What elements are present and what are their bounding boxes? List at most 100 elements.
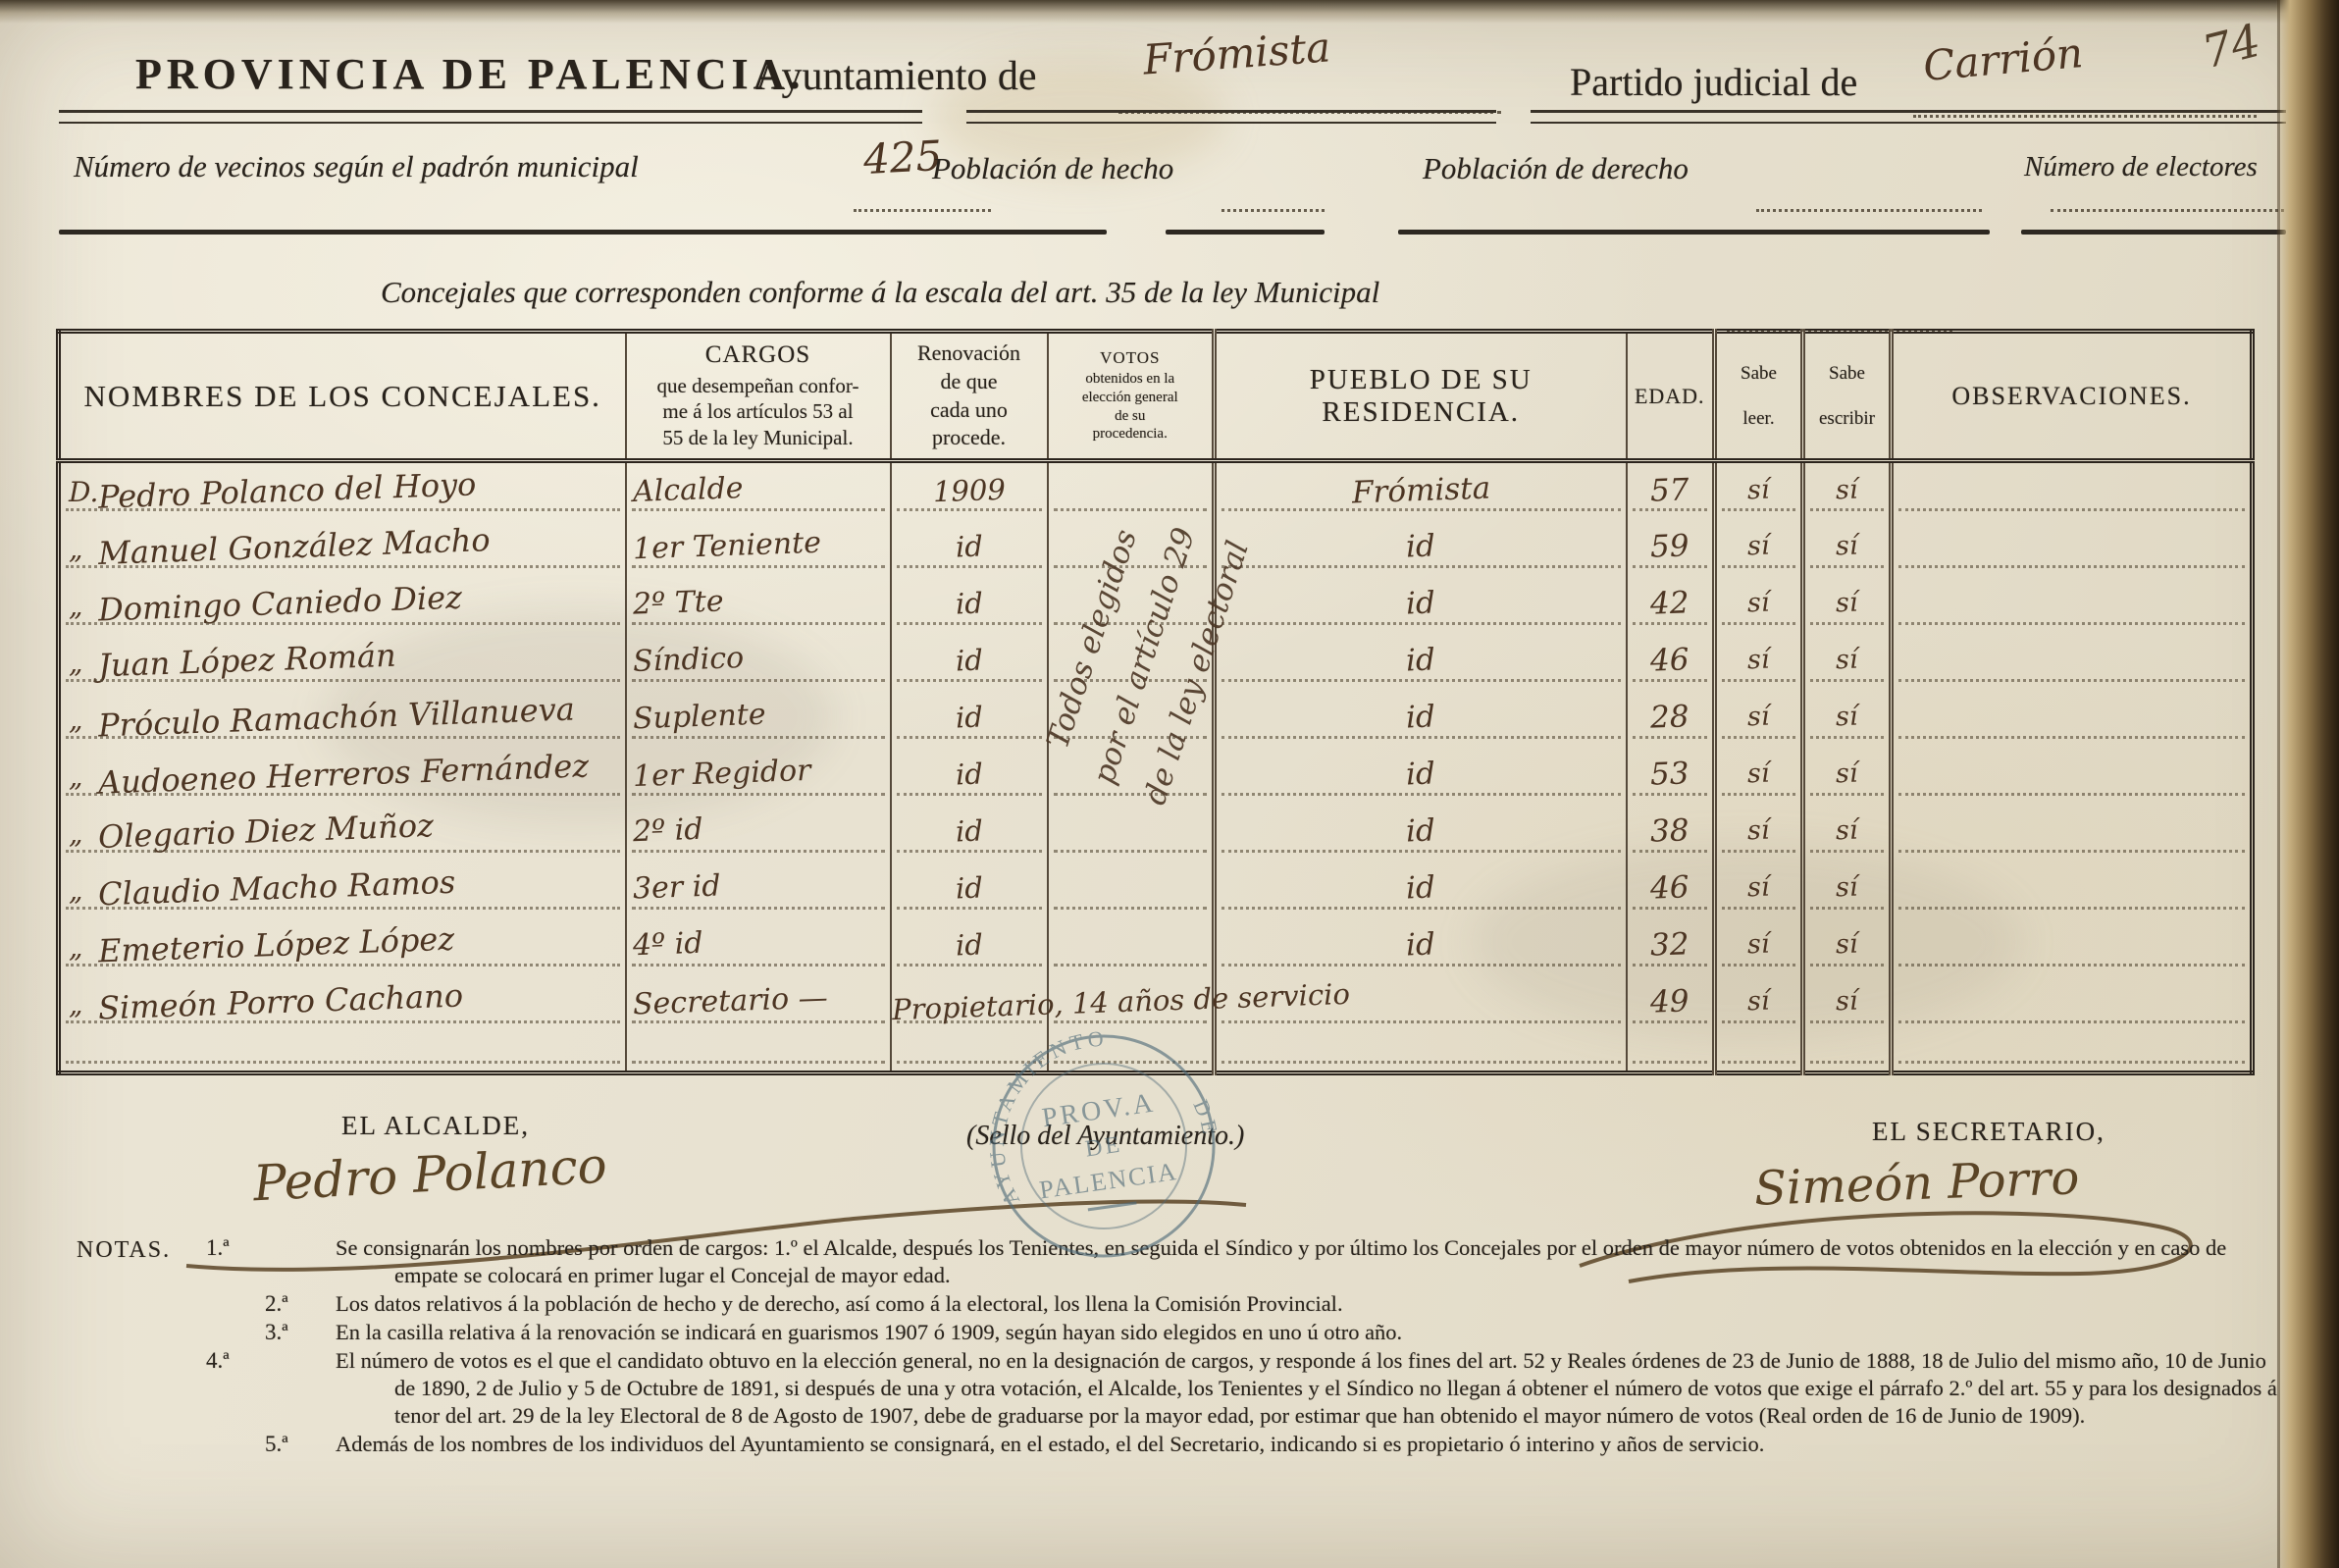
row-prefix: „ — [69, 759, 83, 793]
edad-value: 53 — [1649, 755, 1690, 793]
pueblo-value: id — [1405, 584, 1436, 622]
row-prefix: „ — [69, 589, 83, 622]
councilmen-table: NOMBRES DE LOS CONCEJALES. CARGOS que de… — [56, 329, 2255, 1075]
electores-label: Número de electores — [2024, 151, 2258, 183]
councilman-name: Pedro Polanco del Hoyo — [97, 465, 477, 516]
poblacion-derecho-label: Población de derecho — [1423, 151, 1689, 185]
renovacion-value: id — [954, 927, 984, 962]
note-item: 2.ª Los datos relativos á la población d… — [69, 1290, 2291, 1318]
scan-top-edge — [0, 0, 2339, 24]
observaciones-cell — [1889, 745, 2253, 803]
cargo-value: Suplente — [631, 697, 766, 737]
observaciones-cell — [1889, 972, 2253, 1030]
observaciones-cell — [1889, 859, 2253, 916]
note-text: Se consignarán los nombres por orden de … — [336, 1235, 2227, 1287]
row-prefix: „ — [69, 873, 83, 907]
edad-value: 49 — [1649, 982, 1690, 1020]
stamp-ring-text-de: DE — [1187, 1095, 1223, 1140]
partido-dotted-line — [1913, 98, 2257, 118]
vecinos-handwritten-value: 425 — [861, 131, 944, 184]
sabe-leer-value: sí — [1746, 474, 1771, 506]
sabe-escribir-value: sí — [1835, 758, 1859, 790]
note-item: 1.ª Se consignarán los nombres por orden… — [69, 1234, 2291, 1289]
pueblo-value: id — [1405, 868, 1436, 907]
observaciones-cell — [1889, 688, 2253, 746]
thick-rule — [59, 230, 1107, 235]
edad-value: 38 — [1649, 811, 1690, 850]
pueblo-value: id — [1405, 641, 1436, 679]
sabe-leer-value: sí — [1746, 985, 1771, 1018]
votos-cell — [1046, 915, 1215, 973]
svg-text:DE: DE — [1187, 1095, 1223, 1140]
cargo-value: Secretario — — [631, 980, 828, 1022]
double-rule — [966, 110, 1496, 124]
cargo-value: Síndico — [631, 641, 745, 679]
row-prefix: „ — [69, 646, 83, 679]
observaciones-cell — [1889, 802, 2253, 860]
note-item: 3.ª En la casilla relativa á la renovaci… — [69, 1319, 2291, 1346]
councilman-name: Audoeneo Herreros Fernández — [97, 746, 590, 802]
ayuntamiento-handwritten-value: Frómista — [1141, 23, 1332, 84]
councilman-name: Olegario Diez Muñoz — [97, 806, 435, 856]
votos-cell — [1046, 802, 1215, 860]
row-prefix: „ — [69, 703, 83, 736]
electores-dotted-line — [2051, 192, 2284, 212]
note-text: El número de votos es el que el candidat… — [336, 1348, 2277, 1428]
thick-rule — [2021, 230, 2286, 235]
votos-cell — [1046, 517, 1215, 575]
renovacion-value: 1909 — [932, 472, 1006, 509]
table-row-secretario: „ Simeón Porro Cachano Secretario — Propi… — [59, 972, 2253, 1030]
cargo-value: Alcalde — [631, 471, 744, 510]
edad-value: 46 — [1649, 868, 1690, 907]
sabe-leer-value: sí — [1746, 701, 1771, 733]
vecinos-dotted-line — [854, 192, 991, 212]
row-prefix: D. — [69, 475, 99, 508]
table-row: „ Audoeneo Herreros Fernández 1er Regidor… — [59, 745, 2253, 803]
empty-table-row — [59, 1029, 2253, 1073]
votos-cell — [1046, 574, 1215, 632]
table-row: „ Próculo Ramachón Villanueva Suplente id… — [59, 688, 2253, 746]
table-row: „ Emeterio López López 4º id id id 32 sí … — [59, 915, 2253, 973]
councilman-name: Claudio Macho Ramos — [97, 862, 456, 913]
col-header-observaciones: OBSERVACIONES. — [1889, 331, 2253, 463]
col-header-sabe-leer: Sabe leer. — [1712, 331, 1803, 463]
renovacion-value: id — [954, 700, 984, 734]
sabe-leer-value: sí — [1746, 814, 1771, 847]
cargo-value: 1er Teniente — [631, 525, 822, 567]
edad-value: 32 — [1649, 925, 1690, 964]
sabe-leer-value: sí — [1746, 587, 1771, 619]
votos-cell — [1046, 972, 1215, 1030]
pueblo-value: id — [1405, 527, 1436, 565]
partido-handwritten-value: Carrión — [1921, 27, 2085, 91]
sabe-escribir-value: sí — [1835, 701, 1859, 733]
votos-cell — [1046, 460, 1215, 518]
table-row: „ Manuel González Macho 1er Teniente id i… — [59, 517, 2253, 575]
row-prefix: „ — [69, 930, 83, 964]
secretario-signature: Simeón Porro — [1753, 1150, 2081, 1217]
col-header-edad: EDAD. — [1625, 331, 1715, 463]
observaciones-cell — [1889, 460, 2253, 518]
note-text: Los datos relativos á la población de he… — [336, 1291, 1343, 1316]
renovacion-value: id — [954, 870, 984, 905]
alcalde-label: EL ALCALDE, — [341, 1111, 530, 1140]
stamp-caption: (Sello del Ayuntamiento.) — [966, 1121, 1245, 1151]
poblacion-hecho-dotted-line — [1221, 192, 1325, 212]
sabe-escribir-value: sí — [1835, 474, 1859, 506]
votos-cell — [1046, 688, 1215, 746]
cargo-value: 1er Regidor — [631, 753, 811, 795]
note-item: 4.ª El número de votos es el que el cand… — [69, 1347, 2291, 1430]
double-rule — [1531, 110, 2286, 124]
sabe-escribir-value: sí — [1835, 985, 1859, 1018]
book-spine-edge — [2276, 0, 2339, 1568]
note-item: 5.ª Además de los nombres de los individ… — [69, 1431, 2291, 1458]
pueblo-value: id — [1405, 925, 1436, 964]
councilman-name: Emeterio López López — [97, 919, 455, 969]
pueblo-value: id — [1405, 811, 1436, 850]
edad-value: 46 — [1649, 641, 1690, 679]
table-row: „ Claudio Macho Ramos 3er id id id 46 sí … — [59, 859, 2253, 916]
sabe-escribir-value: sí — [1835, 644, 1859, 676]
stamp-center-line: DE — [1084, 1131, 1124, 1162]
col-header-sabe-escribir: Sabe escribir — [1800, 331, 1892, 463]
councilman-name: Próculo Ramachón Villanueva — [97, 690, 576, 744]
sabe-escribir-value: sí — [1835, 530, 1859, 562]
